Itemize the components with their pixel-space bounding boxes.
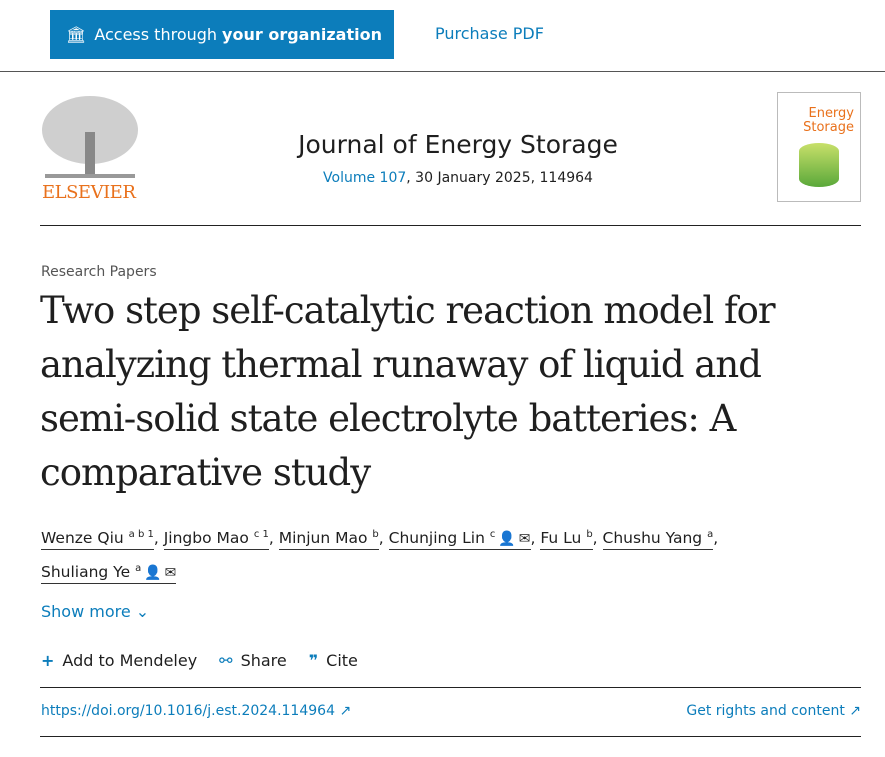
add-to-mendeley-button[interactable]: + Add to Mendeley — [41, 651, 198, 670]
external-link-icon: ↗ — [339, 703, 352, 719]
share-button[interactable]: ⚯ Share — [219, 651, 287, 670]
plus-icon: + — [41, 651, 55, 670]
email-icon: ✉ — [164, 565, 177, 582]
author-link[interactable]: Wenze Qiu a b 1 — [41, 529, 154, 551]
show-more-button[interactable]: Show more ⌄ — [41, 602, 150, 621]
author-link[interactable]: Fu Lu b — [540, 529, 593, 551]
author-link[interactable]: Chushu Yang a — [602, 529, 714, 551]
divider — [40, 736, 861, 737]
journal-title[interactable]: Journal of Energy Storage — [298, 130, 618, 159]
author-link[interactable]: Shuliang Ye a 👤 ✉ — [41, 563, 177, 585]
article-actions: + Add to Mendeley ⚯ Share ❞ Cite — [41, 651, 358, 670]
person-icon: 👤 — [144, 565, 162, 582]
elsevier-tree-logo[interactable] — [40, 92, 140, 204]
access-through-organization-button[interactable]: 🏛 Access through your organization — [50, 10, 394, 59]
purchase-pdf-link[interactable]: Purchase PDF — [435, 24, 544, 43]
person-icon: 👤 — [498, 531, 516, 548]
external-link-icon: ↗ — [849, 703, 861, 719]
article-type: Research Papers — [41, 264, 157, 280]
email-icon: ✉ — [518, 531, 531, 548]
elsevier-wordmark: ELSEVIER — [42, 182, 136, 203]
top-bar: 🏛 Access through your organization Purchas… — [0, 0, 885, 72]
cite-button[interactable]: ❞ Cite — [308, 651, 358, 670]
author-link[interactable]: Jingbo Mao c 1 — [163, 529, 269, 551]
journal-cover-image[interactable]: Energy Storage — [777, 92, 861, 202]
get-rights-link[interactable]: Get rights and content ↗ — [686, 703, 861, 719]
journal-issue-info: Volume 107, 30 January 2025, 114964 — [323, 170, 593, 186]
author-link[interactable]: Chunjing Lin c 👤 ✉ — [388, 529, 531, 551]
share-icon: ⚯ — [219, 651, 233, 670]
volume-link[interactable]: Volume 107 — [323, 170, 407, 186]
author-link[interactable]: Minjun Mao b — [278, 529, 379, 551]
institution-icon: 🏛 — [66, 25, 87, 44]
author-list: Wenze Qiu a b 1, Jingbo Mao c 1, Minjun … — [41, 520, 841, 588]
doi-link[interactable]: https://doi.org/10.1016/j.est.2024.11496… — [41, 703, 352, 719]
divider — [40, 687, 861, 688]
quote-icon: ❞ — [308, 651, 319, 670]
divider — [40, 225, 861, 226]
article-title: Two step self-catalytic reaction model f… — [40, 289, 776, 494]
chevron-down-icon: ⌄ — [135, 602, 150, 621]
